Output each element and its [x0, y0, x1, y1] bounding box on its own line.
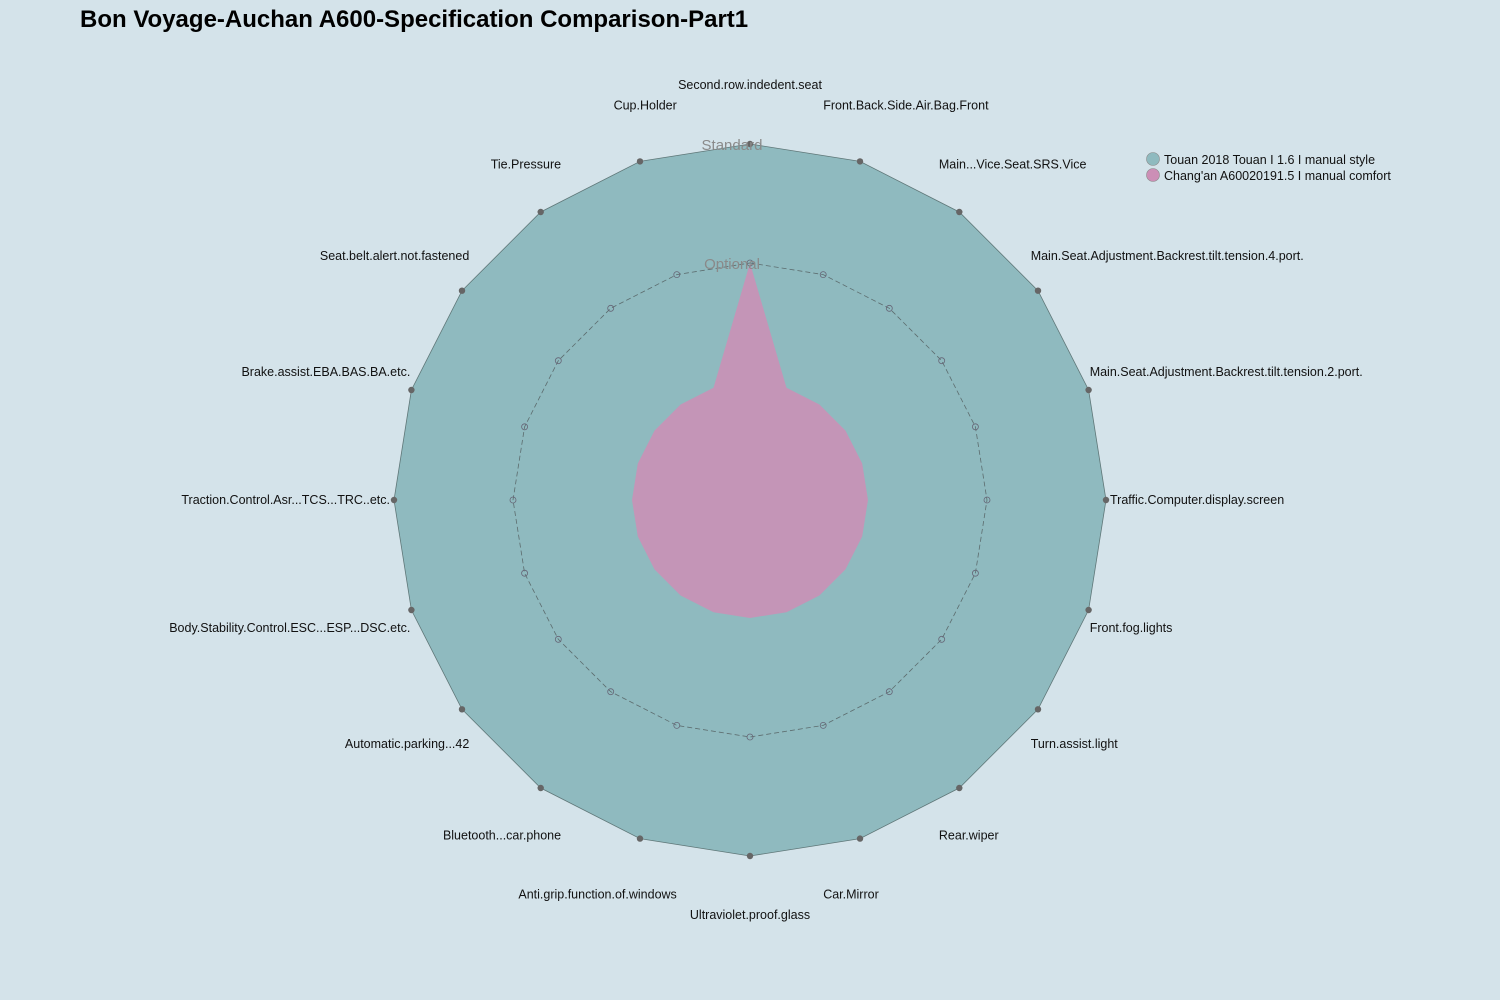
data-point [956, 784, 963, 792]
axis-label: Tie.Pressure [491, 157, 561, 171]
data-point [1034, 706, 1042, 713]
axis-label: Main.Seat.Adjustment.Backrest.tilt.tensi… [1090, 365, 1363, 379]
chart-legend: Touan 2018 Touan I 1.6 I manual style Cha… [1146, 152, 1391, 183]
level-label: Standard [702, 137, 763, 154]
data-point [956, 208, 963, 216]
radar-points [390, 140, 1110, 860]
grid-marker [673, 722, 681, 729]
grid-marker [972, 423, 979, 431]
axis-label: Turn.assist.light [1031, 737, 1119, 751]
grid-marker [521, 423, 528, 431]
series-area-1 [632, 263, 868, 618]
data-point [856, 158, 864, 165]
radar-level-labels: Optional Standard [702, 137, 763, 273]
grid-marker [885, 304, 893, 312]
data-point [856, 835, 864, 842]
grid-marker [819, 271, 827, 279]
grid-marker [972, 569, 979, 577]
grid-marker [607, 304, 615, 312]
level-label: Optional [704, 256, 760, 273]
data-point [746, 852, 754, 860]
grid-marker [746, 259, 754, 267]
data-point [1102, 496, 1110, 504]
legend-entry: Touan 2018 Touan I 1.6 I manual style [1164, 153, 1375, 167]
grid-marker [673, 271, 681, 279]
axis-label: Front.fog.lights [1090, 621, 1173, 635]
grid-marker [509, 496, 517, 504]
grid-marker [938, 357, 946, 365]
legend-entry: Chang'an A60020191.5 I manual comfort [1164, 169, 1391, 183]
axis-label: Front.Back.Side.Air.Bag.Front [823, 98, 989, 112]
radar-areas [393, 143, 1107, 857]
data-point [408, 386, 415, 394]
axis-label: Car.Mirror [823, 888, 879, 902]
grid-marker [938, 635, 946, 643]
axis-label: Body.Stability.Control.ESC...ESP...DSC.e… [169, 621, 410, 635]
data-point [390, 496, 398, 504]
data-point [537, 208, 544, 216]
axis-label: Second.row.indedent.seat [678, 78, 822, 92]
data-point [458, 287, 466, 294]
data-point [636, 158, 644, 165]
grid-marker [746, 733, 754, 741]
legend-swatch [1146, 168, 1160, 182]
data-point [537, 784, 544, 792]
axis-label: Brake.assist.EBA.BAS.BA.etc. [241, 365, 410, 379]
axis-label: Seat.belt.alert.not.fastened [320, 249, 469, 263]
axis-label: Rear.wiper [939, 829, 999, 843]
radar-grid [509, 259, 991, 741]
grid-marker [554, 635, 562, 643]
grid-marker [819, 722, 827, 729]
legend-swatch [1146, 152, 1160, 166]
axis-label: Cup.Holder [614, 98, 677, 112]
radar-axis-labels: Second.row.indedent.seatFront.Back.Side.… [169, 78, 1363, 922]
axis-label: Traction.Control.Asr...TCS...TRC..etc. [181, 493, 390, 507]
chart-title: Bon Voyage-Auchan A600-Specification Com… [80, 6, 749, 33]
axis-label: Traffic.Computer.display.screen [1110, 493, 1284, 507]
data-point [458, 706, 466, 713]
grid-ring [512, 262, 988, 738]
axis-label: Main...Vice.Seat.SRS.Vice [939, 157, 1087, 171]
axis-label: Anti.grip.function.of.windows [518, 888, 676, 902]
axis-label: Main.Seat.Adjustment.Backrest.tilt.tensi… [1031, 249, 1304, 263]
data-point [1085, 606, 1092, 614]
data-point [636, 835, 644, 842]
grid-marker [521, 569, 528, 577]
axis-label: Bluetooth...car.phone [443, 829, 561, 843]
axis-label: Ultraviolet.proof.glass [690, 908, 810, 922]
grid-marker [607, 688, 615, 696]
grid-marker [885, 688, 893, 696]
data-point [408, 606, 415, 614]
data-point [1034, 287, 1042, 294]
data-point [746, 140, 754, 148]
grid-marker [983, 496, 991, 504]
grid-marker [554, 357, 562, 365]
axis-label: Automatic.parking...42 [345, 737, 469, 751]
data-point [1085, 386, 1092, 394]
